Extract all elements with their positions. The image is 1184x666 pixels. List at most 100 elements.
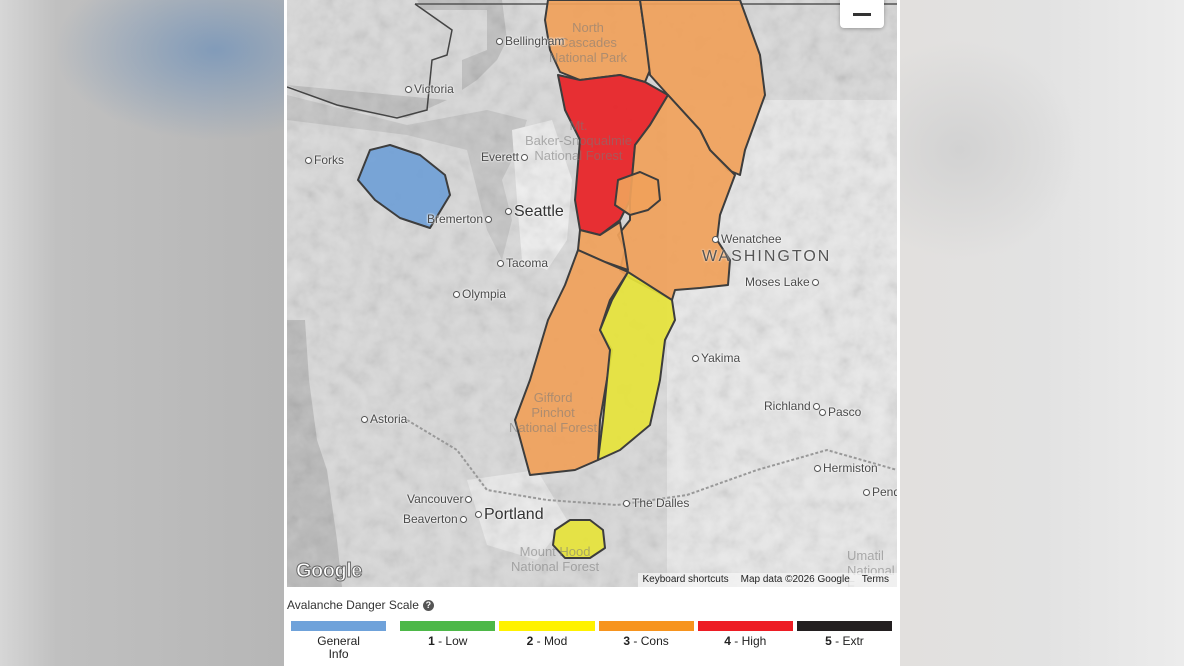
city-moses-lake: Moses Lake bbox=[745, 275, 821, 289]
background-blur-left bbox=[0, 0, 284, 666]
legend-label: General Info bbox=[317, 635, 360, 661]
legend-item-extreme: 5 - Extr bbox=[796, 621, 893, 661]
google-logo[interactable]: Google bbox=[296, 560, 363, 583]
park-label-line: Mt. bbox=[569, 118, 588, 133]
city-name: Hermiston bbox=[823, 461, 878, 475]
city-name: Wenatchee bbox=[721, 232, 782, 246]
city-name: Bellingham bbox=[505, 34, 565, 48]
help-icon[interactable]: ? bbox=[422, 599, 434, 611]
legend-item-moderate: 2 - Mod bbox=[499, 621, 595, 661]
terms-link[interactable]: Terms bbox=[861, 574, 889, 585]
city-dot-icon bbox=[485, 216, 493, 224]
avalanche-forecast-panel: North Cascades National Park Mt. Baker-S… bbox=[284, 0, 900, 666]
city-dot-icon bbox=[496, 38, 503, 46]
city-bellingham: Bellingham bbox=[494, 34, 564, 48]
city-richland: Richland bbox=[764, 399, 822, 413]
park-label-line: Mount Hood bbox=[519, 544, 591, 559]
city-dot-icon bbox=[453, 291, 460, 299]
city-name: Olympia bbox=[462, 287, 507, 301]
city-hermiston: Hermiston bbox=[812, 461, 878, 475]
legend-swatch bbox=[796, 621, 893, 631]
city-yakima: Yakima bbox=[690, 351, 740, 365]
keyboard-shortcuts-link[interactable]: Keyboard shortcuts bbox=[642, 574, 729, 585]
zoom-out-button[interactable] bbox=[840, 0, 884, 28]
city-name: Beaverton bbox=[403, 512, 458, 526]
city-vancouver: Vancouver bbox=[407, 492, 474, 506]
forecast-zones bbox=[357, 0, 766, 559]
city-dot-icon bbox=[712, 236, 719, 244]
map-canvas[interactable] bbox=[287, 0, 897, 587]
legend-level-number: 3 bbox=[623, 634, 631, 648]
city-tacoma: Tacoma bbox=[495, 256, 548, 270]
park-label-line: Baker-Snoqualmie bbox=[525, 133, 632, 148]
city-dot-icon bbox=[505, 208, 512, 216]
city-dot-icon bbox=[497, 260, 504, 268]
legend-swatch bbox=[598, 621, 694, 631]
city-dot-icon bbox=[814, 465, 821, 473]
city-dot-icon bbox=[819, 409, 826, 417]
city-name: Victoria bbox=[414, 82, 454, 96]
legend-swatch bbox=[499, 621, 595, 631]
city-pasco: Pasco bbox=[817, 405, 861, 419]
minus-icon bbox=[853, 12, 871, 16]
city-the-dalles: The Dalles bbox=[621, 496, 689, 510]
city-name: Yakima bbox=[701, 351, 741, 365]
park-label-line: National Park bbox=[549, 50, 628, 65]
park-label-line: Gifford bbox=[533, 390, 573, 405]
legend-level-number: 4 bbox=[724, 634, 731, 648]
park-label-north-cascades: North Cascades National Park bbox=[549, 20, 627, 65]
zone-east-slopes-south[interactable] bbox=[597, 271, 676, 461]
legend-level-text: High bbox=[741, 634, 767, 648]
legend-label: 4 - High bbox=[724, 634, 767, 648]
city-name: Portland bbox=[484, 506, 544, 523]
city-name: Vancouver bbox=[407, 492, 464, 506]
zone-mt-hood[interactable] bbox=[552, 519, 606, 559]
maritime-border bbox=[287, 3, 453, 119]
legend-level-text: Low bbox=[445, 634, 468, 648]
city-name: Bremerton bbox=[427, 212, 484, 226]
legend-level-text: Cons bbox=[640, 634, 669, 648]
park-label-gifford-pinchot: Gifford Pinchot National Forest bbox=[509, 390, 597, 435]
legend-label: 2 - Mod bbox=[526, 634, 568, 648]
zone-snoqualmie-pass[interactable] bbox=[614, 171, 661, 216]
city-name: Astoria bbox=[370, 412, 408, 426]
city-victoria: Victoria bbox=[403, 82, 454, 96]
legend-label: 5 - Extr bbox=[825, 634, 864, 648]
city-bremerton: Bremerton bbox=[427, 212, 494, 226]
background-blur-right bbox=[900, 0, 1184, 666]
city-beaverton: Beaverton bbox=[403, 512, 469, 526]
city-dot-icon bbox=[361, 416, 368, 424]
legend-item-high: 4 - High bbox=[697, 621, 793, 661]
park-label-line: Umatil bbox=[847, 548, 884, 563]
legend-level-number: 1 bbox=[428, 634, 435, 648]
state-label-washington: WASHINGTON bbox=[702, 248, 832, 265]
avalanche-map[interactable]: North Cascades National Park Mt. Baker-S… bbox=[287, 0, 897, 587]
legend-swatch bbox=[400, 621, 496, 631]
legend-title-text: Avalanche Danger Scale bbox=[287, 598, 419, 612]
legend-level-text: Extr bbox=[842, 634, 864, 648]
city-dot-icon bbox=[475, 511, 482, 519]
legend-item-considerable: 3 - Cons bbox=[598, 621, 694, 661]
city-dot-icon bbox=[465, 496, 473, 504]
city-name: The Dalles bbox=[632, 496, 690, 510]
city-name: Tacoma bbox=[506, 256, 549, 270]
park-label-line: Pinchot bbox=[531, 405, 575, 420]
city-astoria: Astoria bbox=[359, 412, 407, 426]
legend-label: 3 - Cons bbox=[623, 634, 669, 648]
legend-label-line: Info bbox=[328, 647, 349, 661]
city-dot-icon bbox=[521, 154, 529, 162]
city-dot-icon bbox=[459, 516, 467, 524]
city-name: Forks bbox=[314, 153, 344, 167]
city-everett: Everett bbox=[481, 150, 530, 164]
city-wenatchee: Wenatchee bbox=[710, 232, 782, 246]
city-portland: Portland bbox=[473, 506, 544, 524]
city-pendleton: Pendleton bbox=[861, 485, 897, 499]
city-dot-icon bbox=[812, 403, 820, 411]
city-dot-icon bbox=[811, 279, 819, 287]
zone-olympics[interactable] bbox=[357, 144, 451, 229]
legend-level-number: 5 bbox=[825, 634, 832, 648]
legend-level-text: Mod bbox=[543, 634, 568, 648]
city-olympia: Olympia bbox=[451, 287, 506, 301]
legend-label-line: General bbox=[317, 634, 360, 648]
danger-scale-legend: General Info 1 - Low 2 - Mod 3 - Cons 4 … bbox=[291, 621, 893, 661]
